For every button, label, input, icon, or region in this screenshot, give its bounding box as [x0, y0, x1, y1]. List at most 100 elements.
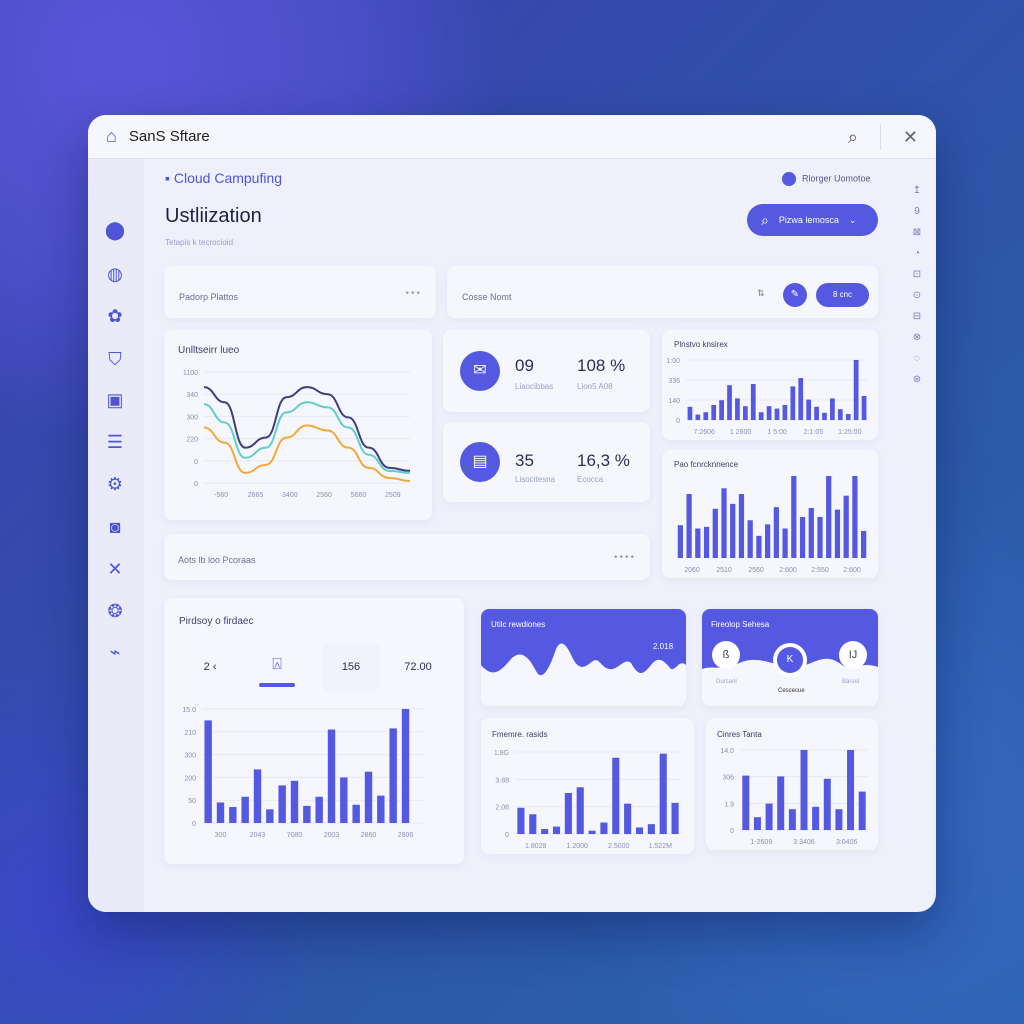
right-rail: ↥ 9 ⊠ ◔ ⊡ ⊙ ⊟ ⊗ ◌ ⊛ [910, 185, 924, 395]
schema-node-2[interactable]: K [773, 643, 807, 677]
wave-shape [481, 609, 686, 676]
bar [303, 805, 311, 823]
bar [845, 414, 851, 420]
bar4-title: Fmemre. rasids [492, 730, 548, 739]
tab-1[interactable]: 2 ‹ [182, 643, 238, 691]
bar [742, 406, 748, 420]
y-tick-label: 0 [676, 418, 680, 425]
sidebar-item-tools[interactable]: ✕ [107, 559, 123, 579]
sidebar-item-gear[interactable]: ⚙ [106, 474, 124, 494]
y-tick-label: 300 [186, 414, 198, 421]
y-tick-label: 300 [184, 753, 196, 760]
bar [806, 399, 812, 420]
rail-icon[interactable]: ◔ [913, 248, 921, 259]
x-tick-label: 7:2606 [693, 429, 715, 436]
x-tick-label: 2043 [250, 832, 266, 839]
schema-node-1[interactable]: ß [712, 641, 740, 669]
x-tick-label: 1:25:00 [838, 429, 861, 436]
bar [782, 528, 788, 558]
line-chart-card: Unlltseirr lueo 1100 340 300 220 0 0 -560 2665 3… [164, 330, 432, 520]
line-series [203, 424, 411, 482]
bar [635, 827, 644, 834]
x-tick-label: 2860 [361, 832, 377, 839]
sidebar-item-camera[interactable]: ◙ [109, 517, 121, 537]
bar [852, 476, 858, 558]
bar [798, 378, 804, 420]
bar [719, 400, 724, 420]
sidebar-item-activity[interactable]: ⌁ [109, 642, 121, 662]
rail-icon[interactable]: ⊡ [912, 269, 922, 280]
y-tick-label: 0 [505, 832, 509, 839]
rail-icon[interactable]: ⊙ [912, 290, 922, 301]
bar [858, 791, 866, 830]
sidebar-item-security[interactable]: ⛉ [108, 349, 122, 369]
bar [747, 520, 753, 558]
bar [790, 386, 796, 420]
x-tick-label: -560 [214, 492, 228, 499]
more-icon[interactable]: ••• [405, 288, 422, 299]
tab-2[interactable]: ⍓ [242, 643, 312, 691]
stat2-label1: Lisocitesna [515, 475, 556, 484]
close-icon[interactable]: ✕ [902, 126, 918, 147]
sidebar-item-settings[interactable]: ✿ [107, 306, 123, 326]
bar-chart-4: 1.9G 3.88 2.08 0 1.8029 1.2000 2.5000 1.522M [494, 750, 681, 850]
rail-icon[interactable]: ⊟ [912, 311, 922, 322]
bar [735, 398, 740, 420]
y-tick-label: 3.88 [495, 777, 509, 784]
stat1-value1: 09 [515, 356, 534, 375]
bar [612, 757, 620, 834]
action-dropdown-button[interactable]: ⌕ Pizwa lemosca ⌄ [747, 204, 878, 236]
message-icon: ✉ [460, 351, 500, 391]
x-tick-label: 1.2000 [567, 843, 589, 850]
search-icon[interactable]: ⌕ [847, 126, 858, 147]
bar [677, 525, 683, 558]
bell-icon: ⍓ [272, 656, 282, 673]
rail-icon[interactable]: ◌ [914, 353, 920, 364]
rail-icon[interactable]: ⊠ [912, 227, 922, 238]
y-tick-label: 306 [722, 775, 734, 782]
banner-card[interactable]: Aots lb loo Pcoraas •••• [164, 534, 650, 580]
y-tick-label: 210 [184, 730, 196, 737]
bar [703, 412, 709, 420]
y-tick-label: 140 [668, 398, 680, 405]
sort-icon[interactable]: ⇅ [757, 288, 765, 298]
tab-4[interactable]: 72.00 [389, 643, 447, 691]
breadcrumb[interactable]: ▪ Cloud Campufing [165, 170, 283, 186]
filter-a-label: Padorp Plattos [179, 292, 239, 302]
sidebar-item-home[interactable]: ⬤ [104, 220, 126, 240]
stat1-value2: 108 % [577, 356, 626, 375]
filter-card-a[interactable]: Padorp Plattos ••• [164, 266, 436, 318]
bar [687, 406, 693, 420]
bar [843, 495, 849, 558]
rail-icon[interactable]: ↥ [912, 185, 922, 196]
more-icon[interactable]: •••• [613, 552, 636, 563]
bar [730, 503, 736, 558]
bar [204, 720, 212, 823]
x-tick-label: 2:1:05 [804, 429, 824, 436]
y-tick-label: 0 [192, 821, 196, 828]
rail-icon[interactable]: ⊛ [912, 374, 922, 385]
home-icon[interactable]: ⌂ [106, 126, 117, 146]
tab-3[interactable]: 156 [322, 643, 380, 691]
sidebar-item-chart[interactable]: ◍ [107, 264, 123, 284]
filter-b-button[interactable]: 8 cnc [816, 283, 869, 307]
y-tick-label: 220 [186, 437, 198, 444]
bar [541, 829, 549, 834]
bar [853, 360, 859, 420]
rail-icon[interactable]: 9 [914, 206, 920, 217]
sidebar-item-list[interactable]: ☰ [106, 432, 124, 452]
line-chart-title: Unlltseirr lueo [178, 345, 240, 356]
bar [765, 803, 773, 830]
filter-b-label: Cosse Nomt [462, 292, 512, 302]
sidebar-item-aperture[interactable]: ❂ [107, 601, 123, 621]
bar-chart-3: 15.0 210 300 200 50 0 300 2043 7080 2003 2860 2806 [182, 707, 424, 839]
y-tick-label: 0 [730, 828, 734, 835]
schema-node-3[interactable]: IJ [839, 641, 867, 669]
sidebar-item-folder[interactable]: ▣ [106, 390, 124, 410]
edit-icon[interactable]: ✎ [783, 283, 807, 307]
user-menu[interactable]: Rlorger Uomotoe [782, 172, 871, 186]
pirdsoy-card: Pirdsoy o firdaec 2 ‹ ⍓ 156 72.00 15.0 21… [164, 598, 464, 864]
bar [765, 524, 771, 558]
stat2-value2: 16,3 % [577, 451, 630, 470]
rail-icon[interactable]: ⊗ [912, 332, 922, 343]
